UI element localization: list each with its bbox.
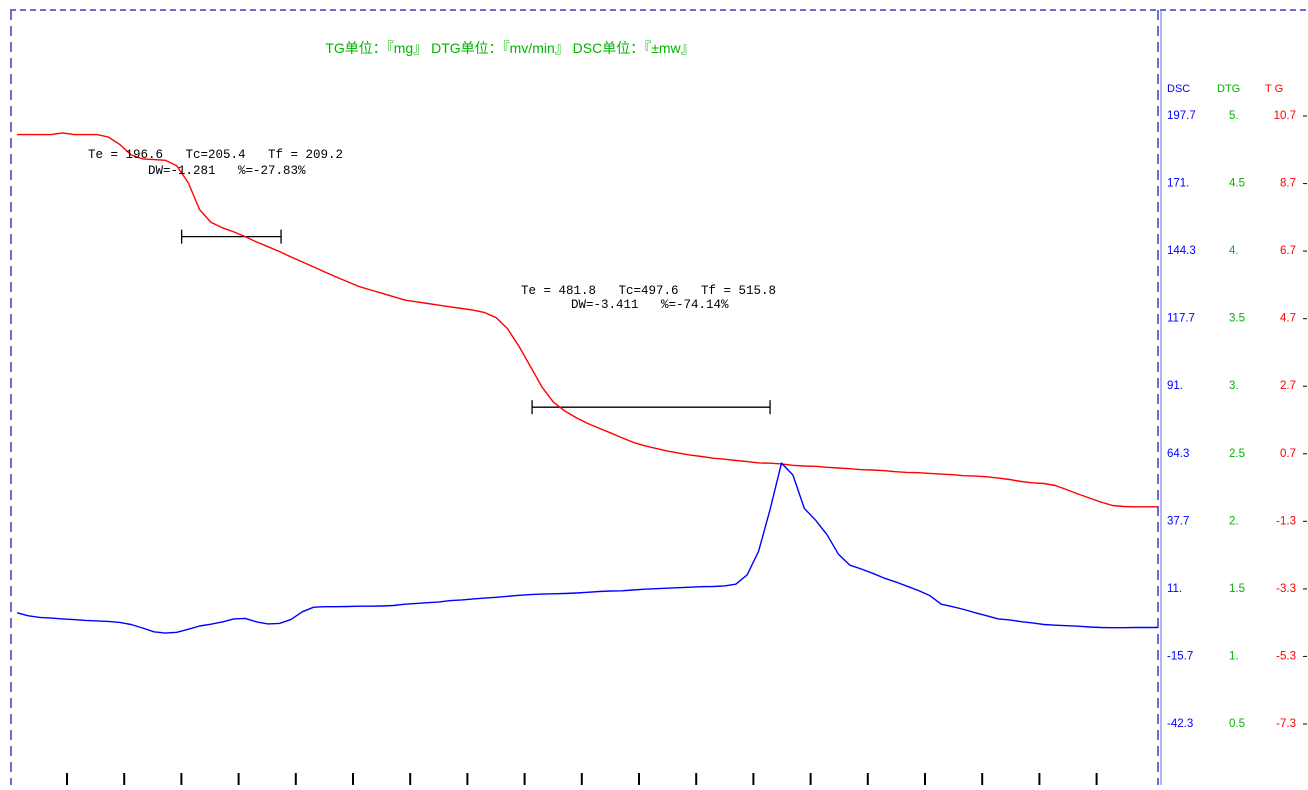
x-axis-ticks [66, 773, 1098, 785]
dsc-curve [16, 462, 1158, 634]
tg-curve [17, 132, 1158, 508]
tick-label-dsc: -15.7 [1167, 650, 1193, 662]
tick-label-dsc: 37.7 [1167, 515, 1189, 527]
tick-label-dsc: 117.7 [1167, 313, 1195, 325]
tick-label-dtg: 3. [1229, 380, 1239, 392]
tick-label-dtg: 3.5 [1229, 313, 1245, 325]
tick-label-dtg: 4.5 [1229, 178, 1245, 190]
tick-label-tg: -3.3 [1276, 583, 1296, 595]
tick-label-dtg: 0.5 [1229, 718, 1245, 730]
step-brackets [180, 229, 771, 415]
step-annotations: Te = 196.6 Tc=205.4 Tf = 209.2 DW=-1.281 … [88, 148, 776, 312]
tick-label-tg: 2.7 [1280, 380, 1296, 392]
tick-label-dsc: 171. [1167, 178, 1189, 190]
tick-label-tg: -7.3 [1276, 718, 1296, 730]
tick-label-dsc: 11. [1167, 583, 1182, 595]
tick-label-tg: -5.3 [1276, 650, 1296, 662]
tick-label-dtg: 5. [1229, 110, 1239, 122]
tick-label-dtg: 2.5 [1229, 448, 1245, 460]
tick-label-dtg: 1. [1229, 650, 1239, 662]
units-header: TG单位：『mg』 DTG单位：『mv/min』 DSC单位：『±mw』 [325, 40, 694, 56]
right-axis-panel: DSC 197.7 171. 144.3 117.7 91. 64.3 37.7 11. -15.… [1167, 83, 1307, 730]
tick-label-dtg: 2. [1229, 515, 1239, 527]
tick-label-tg: 0.7 [1280, 448, 1296, 460]
tick-label-dsc: 197.7 [1167, 110, 1196, 122]
tick-label-tg: -1.3 [1276, 515, 1296, 527]
tick-label-tg: 6.7 [1280, 245, 1296, 257]
annotation-2-line2: DW=-3.411 %=-74.14% [571, 298, 729, 312]
axis-header-dsc: DSC [1167, 83, 1190, 95]
tick-label-dsc: 64.3 [1167, 448, 1189, 460]
annotation-1-line2: DW=-1.281 %=-27.83% [148, 164, 306, 178]
tick-label-tg: 8.7 [1280, 178, 1296, 190]
axis-header-dtg: DTG [1217, 83, 1240, 95]
tick-label-dtg: 1.5 [1229, 583, 1245, 595]
tick-label-dsc: 144.3 [1167, 245, 1196, 257]
annotation-2-line1: Te = 481.8 Tc=497.6 Tf = 515.8 [521, 284, 776, 298]
series-lines [16, 132, 1158, 634]
tick-label-dsc: 91. [1167, 380, 1183, 392]
annotation-1-line1: Te = 196.6 Tc=205.4 Tf = 209.2 [88, 148, 343, 162]
tick-label-tg: 4.7 [1280, 313, 1296, 325]
tick-label-dsc: -42.3 [1167, 718, 1193, 730]
tick-label-tg: 10.7 [1274, 110, 1296, 122]
axis-header-tg: T G [1265, 83, 1283, 95]
tick-label-dtg: 4. [1229, 245, 1239, 257]
